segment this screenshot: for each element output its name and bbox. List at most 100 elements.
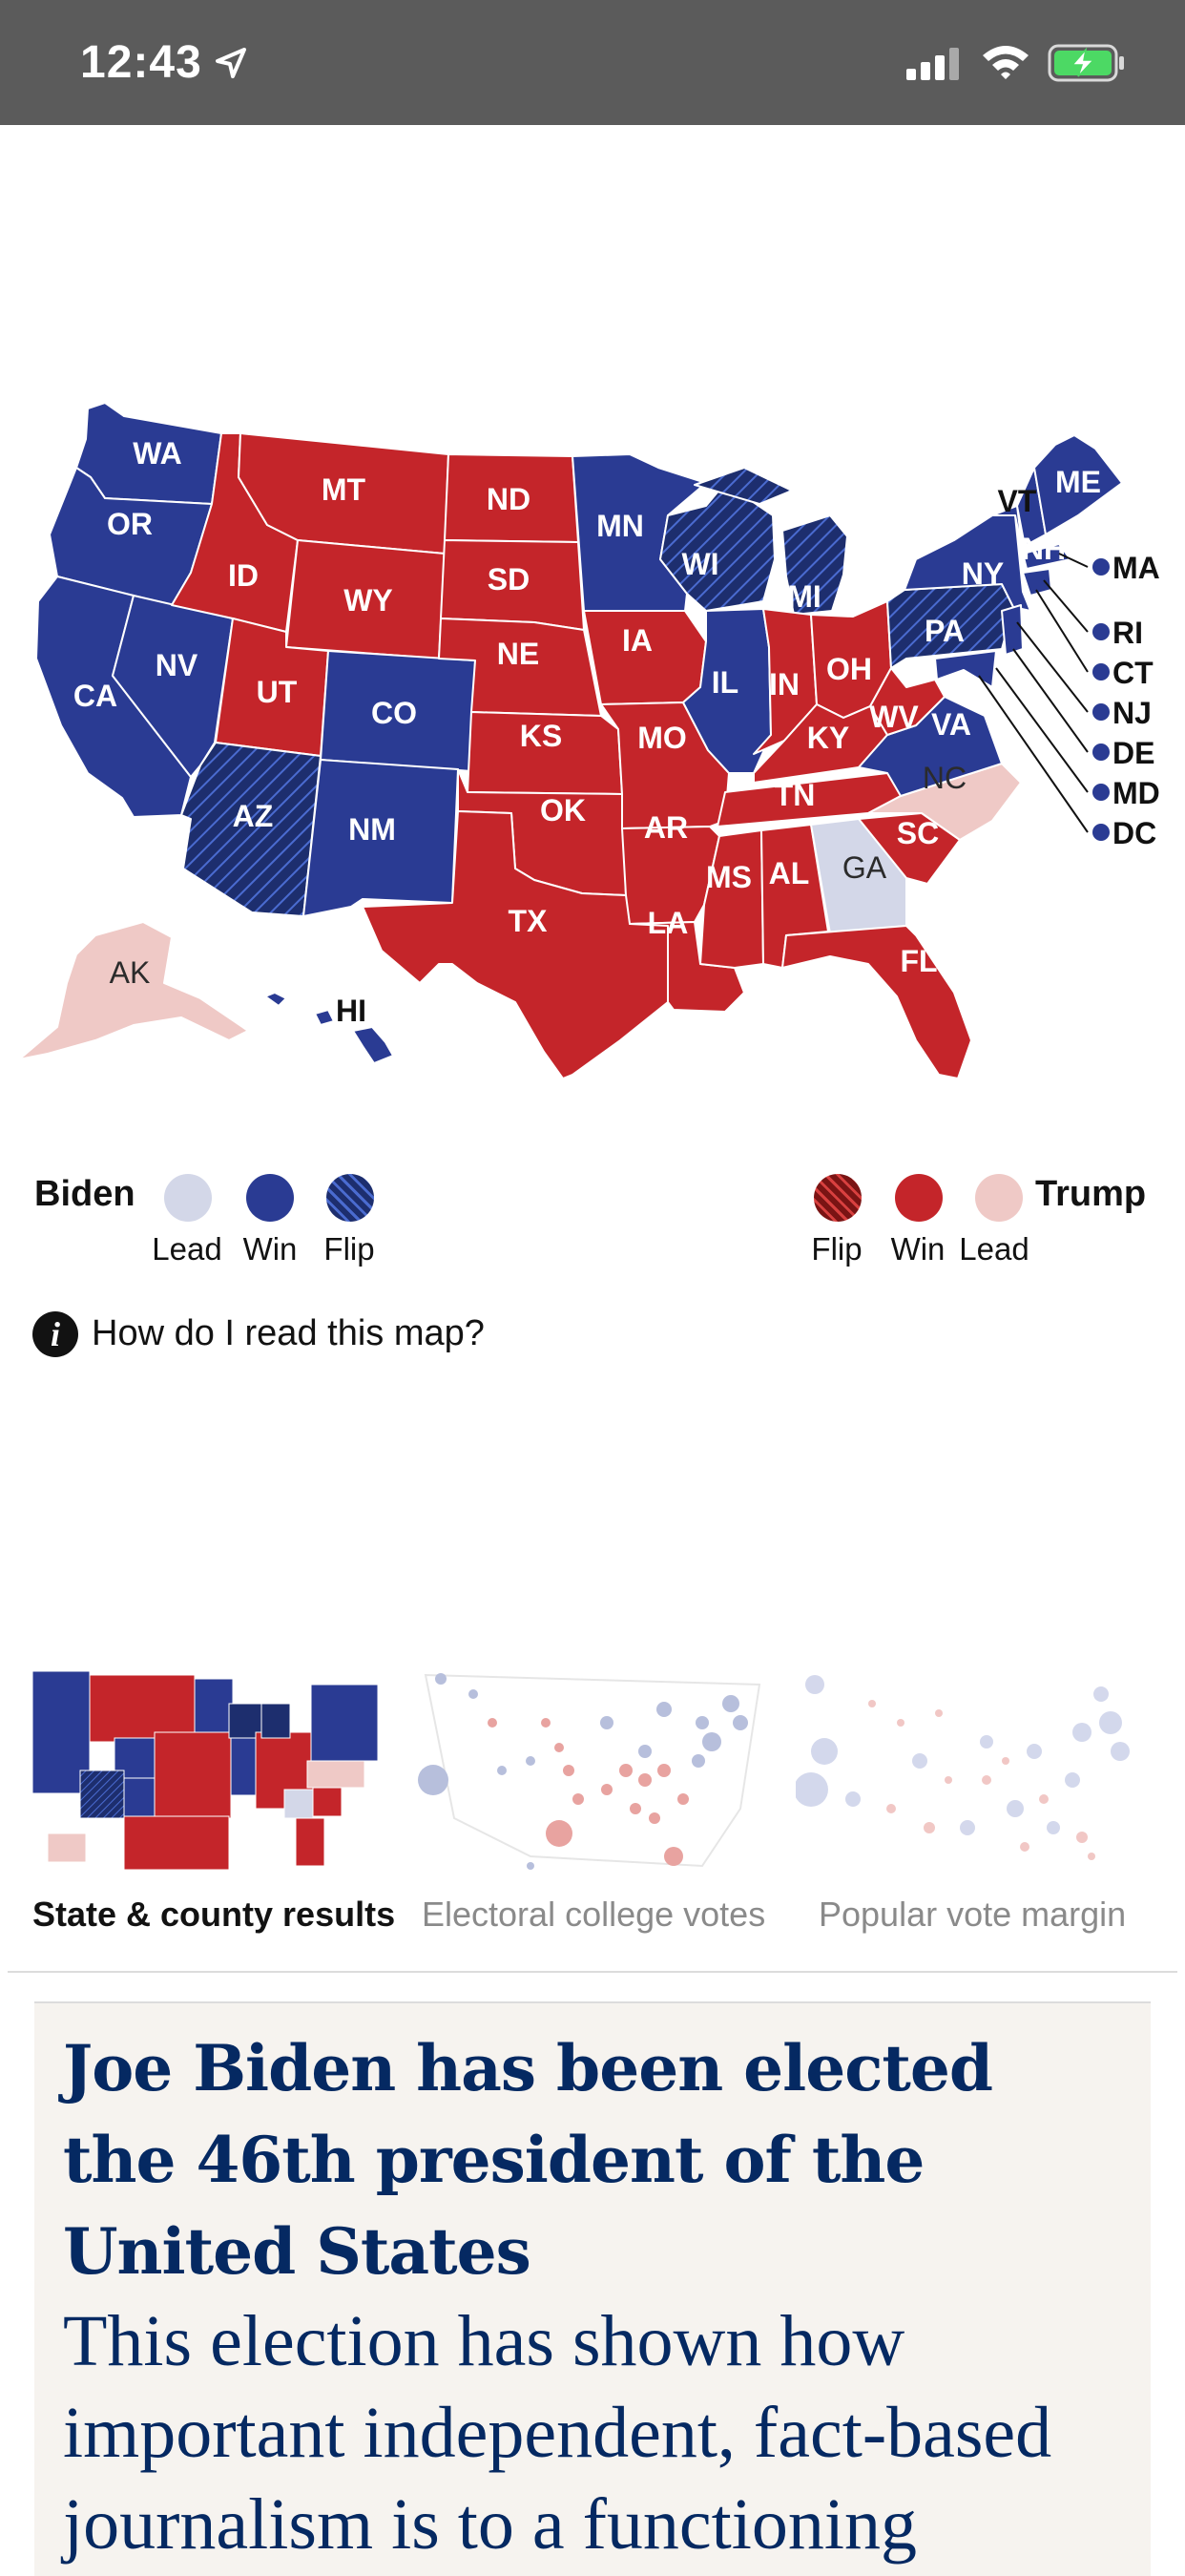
label-ks: KS bbox=[520, 719, 562, 753]
wifi-icon bbox=[983, 46, 1029, 79]
dot-dc[interactable] bbox=[1092, 824, 1110, 841]
legend-trump-win-label: Win bbox=[890, 1231, 946, 1267]
label-ok: OK bbox=[540, 793, 586, 827]
label-dc: DC bbox=[1112, 816, 1156, 850]
map-view-tabs: State & county results Electoral colleg bbox=[0, 1665, 1185, 1971]
dot-ma[interactable] bbox=[1092, 558, 1110, 576]
label-nh: NH bbox=[1022, 532, 1066, 566]
state-ar[interactable] bbox=[621, 826, 720, 925]
state-hi[interactable] bbox=[264, 992, 394, 1064]
label-in: IN bbox=[769, 667, 800, 702]
state-nj[interactable] bbox=[1001, 604, 1024, 656]
legend-biden-flip-label: Flip bbox=[323, 1231, 375, 1267]
legend-biden-lead-label: Lead bbox=[152, 1231, 222, 1267]
label-al: AL bbox=[769, 856, 810, 890]
state-wi[interactable] bbox=[659, 482, 776, 612]
legend-trump-flip-label: Flip bbox=[811, 1231, 863, 1267]
label-az: AZ bbox=[233, 799, 274, 833]
label-la: LA bbox=[648, 906, 689, 940]
dot-de[interactable] bbox=[1092, 743, 1110, 761]
label-mo: MO bbox=[637, 721, 687, 755]
tab-popular-vote-margin[interactable]: Popular vote margin bbox=[794, 1665, 1158, 1952]
tab-state-county-results[interactable]: State & county results bbox=[29, 1665, 401, 1952]
dot-ct[interactable] bbox=[1092, 663, 1110, 681]
state-me[interactable] bbox=[1033, 434, 1123, 535]
legend-trump-name: Trump bbox=[1035, 1174, 1147, 1214]
legend-trump-lead-swatch bbox=[975, 1174, 1023, 1222]
state-wv[interactable] bbox=[869, 667, 946, 736]
label-nj: NJ bbox=[1112, 696, 1152, 730]
article-headline: Joe Biden has been elected the 46th pres… bbox=[63, 2031, 993, 2289]
state-la[interactable] bbox=[629, 921, 745, 1013]
legend-biden-win-swatch bbox=[246, 1174, 294, 1222]
label-mi: MI bbox=[787, 579, 821, 614]
info-icon: i bbox=[32, 1311, 78, 1357]
dot-nj[interactable] bbox=[1092, 703, 1110, 721]
label-ga: GA bbox=[842, 850, 887, 885]
label-ut: UT bbox=[257, 675, 298, 709]
state-results-thumbnail bbox=[31, 1670, 379, 1871]
label-pa: PA bbox=[925, 614, 965, 648]
label-mn: MN bbox=[596, 509, 644, 543]
dot-md[interactable] bbox=[1092, 784, 1110, 801]
label-fl: FL bbox=[900, 944, 937, 978]
state-fl[interactable] bbox=[781, 925, 972, 1079]
state-md[interactable] bbox=[934, 650, 997, 688]
legend-biden-lead-swatch bbox=[164, 1174, 212, 1222]
tab-label-popular: Popular vote margin bbox=[819, 1895, 1127, 1934]
cellular-signal-icon bbox=[906, 48, 959, 80]
label-ms: MS bbox=[706, 860, 752, 894]
label-oh: OH bbox=[826, 652, 872, 686]
label-ca: CA bbox=[73, 679, 117, 713]
label-hi: HI bbox=[336, 994, 366, 1028]
label-ar: AR bbox=[644, 810, 688, 845]
label-ny: NY bbox=[962, 556, 1004, 591]
label-wy: WY bbox=[343, 583, 393, 618]
label-vt: VT bbox=[998, 484, 1037, 518]
label-nv: NV bbox=[156, 648, 198, 682]
state-ny[interactable] bbox=[904, 514, 1031, 612]
legend-biden-flip-swatch bbox=[326, 1174, 374, 1222]
label-nc: NC bbox=[923, 761, 967, 795]
section-divider bbox=[8, 1971, 1177, 1973]
electoral-votes-thumbnail bbox=[418, 1673, 761, 1870]
label-il: IL bbox=[712, 665, 738, 700]
label-tx: TX bbox=[509, 904, 549, 938]
label-ne: NE bbox=[497, 637, 539, 671]
state-mi[interactable] bbox=[781, 514, 848, 616]
label-nm: NM bbox=[348, 812, 396, 847]
us-election-map[interactable]: WA OR CA NV ID MT WY UT AZ CO NM ND SD N… bbox=[0, 372, 1185, 1117]
legend-trump-win-swatch bbox=[895, 1174, 943, 1222]
label-sd: SD bbox=[488, 562, 530, 597]
label-ri: RI bbox=[1112, 616, 1143, 650]
battery-charging-icon bbox=[1048, 44, 1124, 82]
tab-label-state-county: State & county results bbox=[32, 1895, 396, 1934]
tab-label-electoral: Electoral college votes bbox=[422, 1895, 766, 1934]
legend-biden-win-label: Win bbox=[242, 1231, 298, 1267]
state-tx[interactable] bbox=[362, 810, 669, 1079]
legend-biden-name: Biden bbox=[34, 1174, 135, 1214]
label-wi: WI bbox=[681, 547, 718, 581]
state-ak[interactable] bbox=[18, 921, 249, 1060]
article-subhead: This election has shown how important in… bbox=[63, 2301, 1052, 2565]
label-ma: MA bbox=[1112, 551, 1160, 585]
label-wa: WA bbox=[133, 436, 182, 471]
label-me: ME bbox=[1055, 465, 1101, 499]
dot-ri[interactable] bbox=[1092, 623, 1110, 640]
label-md: MD bbox=[1112, 776, 1160, 810]
label-va: VA bbox=[931, 707, 971, 742]
label-de: DE bbox=[1112, 736, 1154, 770]
label-ky: KY bbox=[807, 721, 849, 755]
label-sc: SC bbox=[897, 816, 939, 850]
state-ga[interactable] bbox=[810, 818, 907, 934]
label-ia: IA bbox=[622, 623, 653, 658]
status-bar: 12:43 bbox=[0, 0, 1185, 125]
article-card[interactable]: Joe Biden has been elected the 46th pres… bbox=[34, 2001, 1151, 2576]
label-id: ID bbox=[228, 558, 259, 593]
tab-electoral-college-votes[interactable]: Electoral college votes bbox=[416, 1665, 779, 1952]
map-legend: Biden Lead Win Flip Trump Flip Win Lead bbox=[0, 1164, 1185, 1298]
label-ct: CT bbox=[1112, 656, 1154, 690]
label-ak: AK bbox=[110, 955, 151, 990]
state-mi-up[interactable] bbox=[694, 467, 793, 505]
label-or: OR bbox=[107, 507, 153, 541]
